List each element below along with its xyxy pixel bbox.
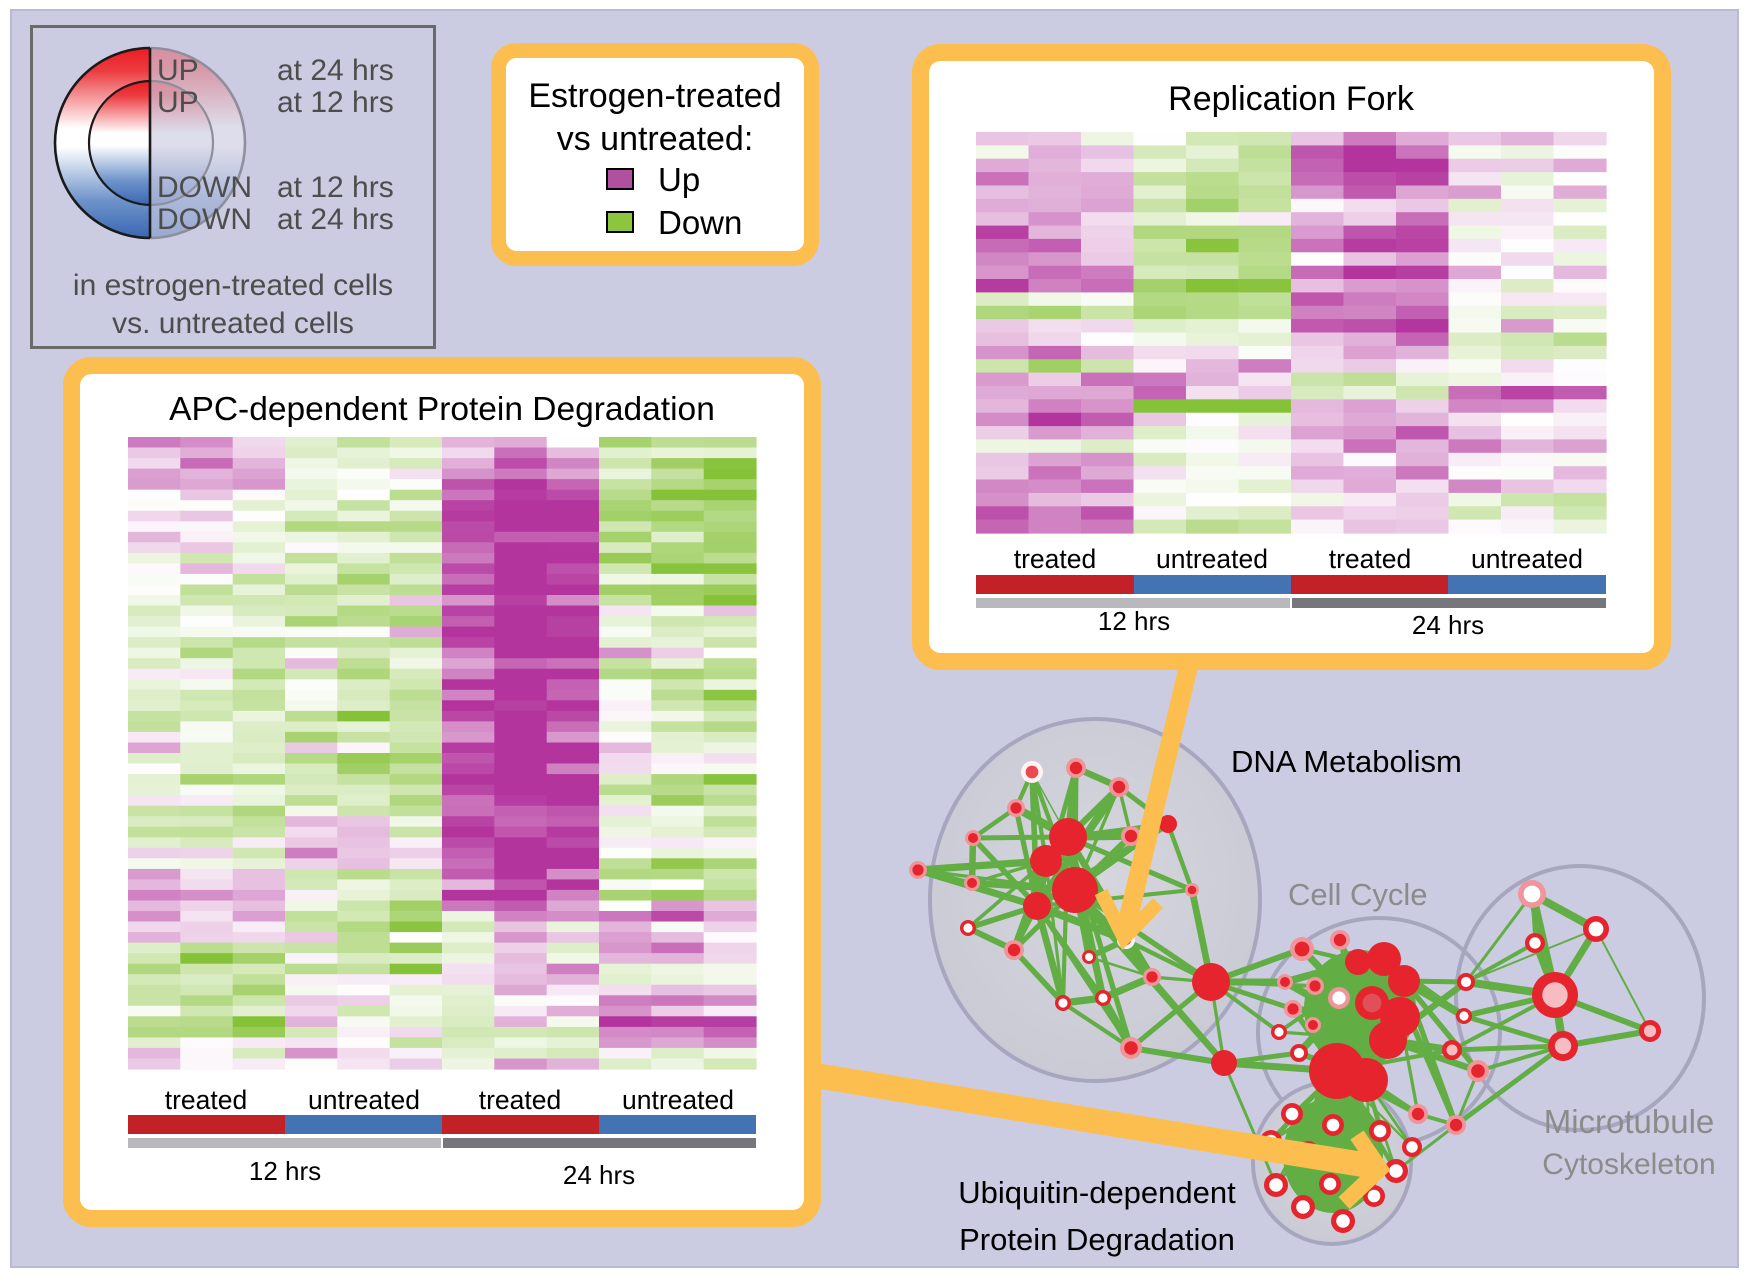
svg-text:at 12 hrs: at 12 hrs	[277, 86, 394, 119]
svg-text:24 hrs: 24 hrs	[1412, 610, 1484, 640]
svg-text:Estrogen-treated: Estrogen-treated	[528, 77, 781, 115]
svg-text:untreated: untreated	[308, 1085, 420, 1115]
svg-text:at 12 hrs: at 12 hrs	[277, 171, 394, 204]
svg-text:12 hrs: 12 hrs	[1098, 606, 1170, 636]
svg-text:24 hrs: 24 hrs	[563, 1160, 635, 1190]
svg-text:Ubiquitin-dependent: Ubiquitin-dependent	[958, 1175, 1236, 1210]
svg-text:treated: treated	[1014, 544, 1097, 574]
svg-text:at 24 hrs: at 24 hrs	[277, 203, 394, 236]
svg-text:DOWN: DOWN	[157, 203, 252, 236]
svg-text:untreated: untreated	[1471, 544, 1583, 574]
svg-text:UP: UP	[157, 54, 199, 87]
svg-text:vs. untreated cells: vs. untreated cells	[112, 307, 354, 340]
svg-text:DNA Metabolism: DNA Metabolism	[1231, 744, 1462, 779]
svg-text:Replication Fork: Replication Fork	[1168, 80, 1415, 118]
svg-text:at 24 hrs: at 24 hrs	[277, 54, 394, 87]
svg-text:12 hrs: 12 hrs	[249, 1156, 321, 1186]
svg-text:Microtubule: Microtubule	[1544, 1103, 1715, 1140]
svg-text:treated: treated	[165, 1085, 248, 1115]
svg-text:untreated: untreated	[1156, 544, 1268, 574]
svg-text:treated: treated	[1329, 544, 1412, 574]
svg-text:UP: UP	[157, 86, 199, 119]
svg-text:Up: Up	[658, 161, 700, 198]
svg-text:Protein Degradation: Protein Degradation	[959, 1222, 1235, 1257]
svg-text:vs untreated:: vs untreated:	[557, 120, 754, 158]
svg-text:APC-dependent Protein Degradat: APC-dependent Protein Degradation	[169, 391, 715, 428]
svg-text:Cell Cycle: Cell Cycle	[1288, 877, 1428, 912]
svg-text:in estrogen-treated cells: in estrogen-treated cells	[73, 269, 393, 302]
svg-text:Down: Down	[658, 204, 742, 241]
svg-text:DOWN: DOWN	[157, 171, 252, 204]
svg-text:untreated: untreated	[622, 1085, 734, 1115]
svg-text:Cytoskeleton: Cytoskeleton	[1542, 1148, 1715, 1181]
svg-text:treated: treated	[479, 1085, 562, 1115]
